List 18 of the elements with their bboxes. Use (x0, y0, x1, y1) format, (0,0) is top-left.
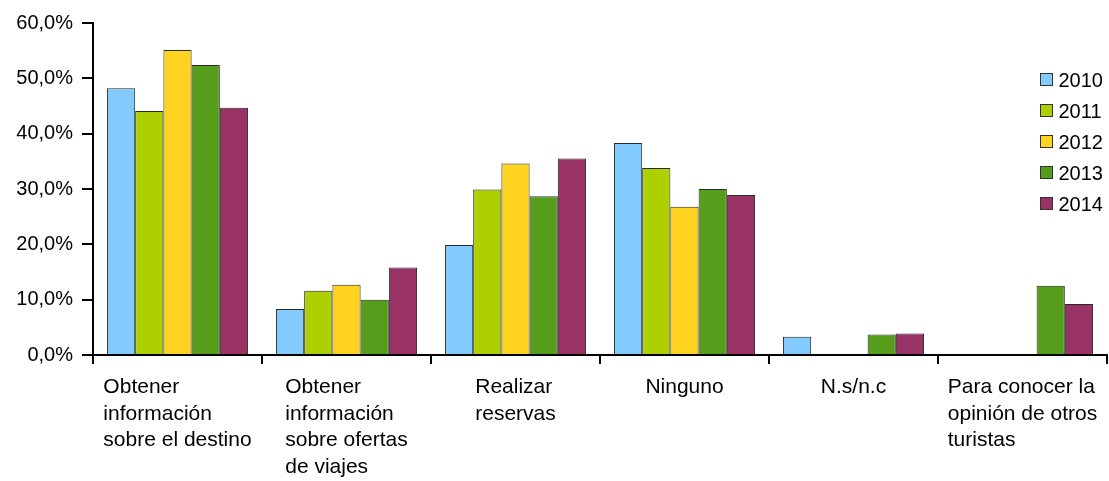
x-tick-label: Ninguno (645, 374, 724, 397)
legend-label: 2013 (1058, 160, 1103, 185)
x-tick-label: Obtener información sobre el destino (103, 374, 252, 450)
y-tick-label: 40,0% (16, 121, 74, 144)
legend-label: 2012 (1058, 129, 1103, 154)
x-tick-label: Obtener información sobre ofertas de viajes (285, 374, 408, 477)
y-tick-label: 0,0% (27, 342, 74, 365)
y-tick-label: 20,0% (16, 231, 74, 254)
x-tick-label: N.s/n.c (820, 374, 887, 397)
y-tick-label: 30,0% (16, 176, 74, 199)
legend-label: 2010 (1058, 67, 1103, 92)
y-tick-label: 50,0% (16, 65, 74, 88)
y-tick-label: 60,0% (16, 10, 74, 33)
x-tick-label: Realizar reservas (475, 374, 556, 424)
legend-label: 2011 (1058, 98, 1102, 123)
x-tick-label: Para conocer la opinión de otros turistas (947, 374, 1098, 450)
legend-label: 2014 (1058, 191, 1103, 216)
y-tick-label: 10,0% (16, 287, 74, 310)
